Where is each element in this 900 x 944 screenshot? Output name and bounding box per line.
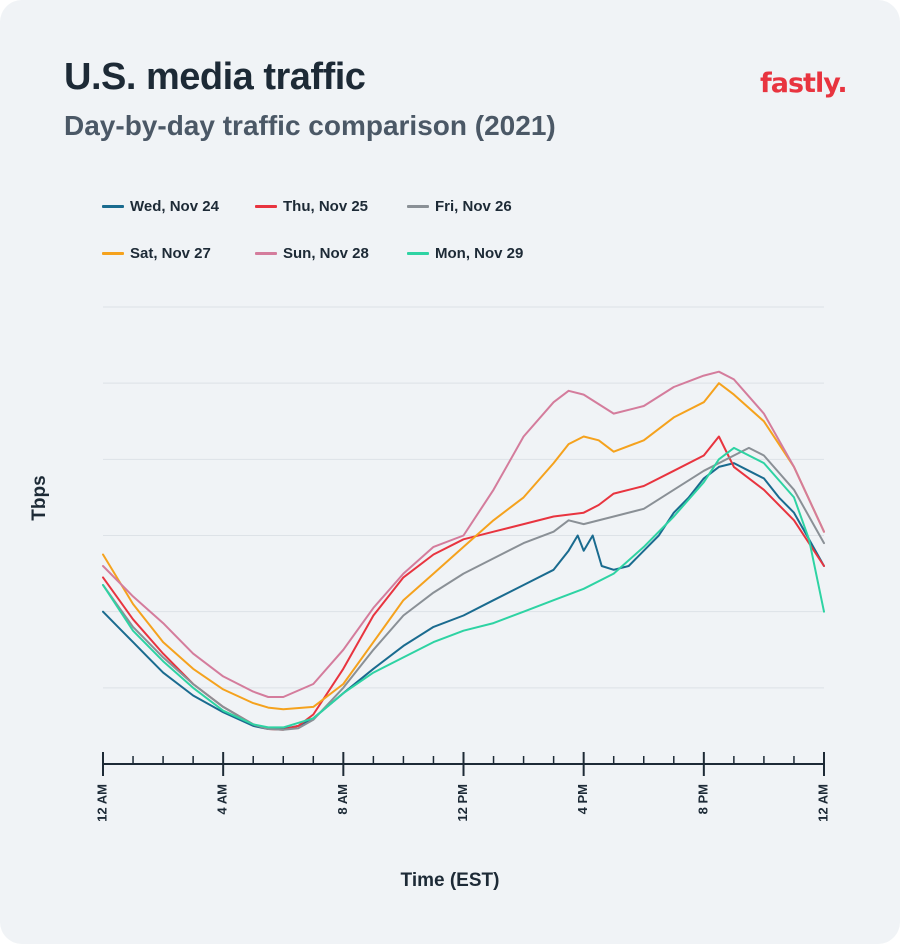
x-tick-label-5: 8 PM: [695, 784, 710, 814]
x-tick-label-1: 4 AM: [215, 784, 230, 815]
x-tick-label-2: 8 AM: [335, 784, 350, 815]
fastly-logo: fastly.: [760, 68, 848, 99]
x-axis: 12 AM 4 AM 8 AM 12 PM 4 PM 8 PM 12 AM: [94, 752, 830, 822]
legend-item-fri: Fri, Nov 26: [407, 196, 512, 216]
y-axis-label: Tbps: [29, 475, 50, 521]
legend-label-mon: Mon, Nov 29: [435, 244, 524, 262]
legend-swatch-fri: [407, 204, 429, 208]
legend-item-sun: Sun, Nov 28: [255, 243, 369, 263]
legend-item-thu: Thu, Nov 25: [255, 196, 368, 216]
legend-label-fri: Fri, Nov 26: [435, 197, 512, 215]
series-line-mon: [102, 446, 825, 729]
legend-swatch-wed: [102, 204, 124, 208]
legend-item-sat: Sat, Nov 27: [102, 243, 211, 263]
legend-swatch-sat: [102, 251, 124, 255]
legend-swatch-sun: [255, 251, 277, 255]
legend-swatch-mon: [407, 251, 429, 255]
series-lines: [102, 370, 825, 731]
series-line-sat: [102, 382, 825, 711]
legend-swatch-thu: [255, 204, 277, 208]
legend-item-mon: Mon, Nov 29: [407, 243, 523, 263]
chart-title: U.S. media traffic: [64, 56, 366, 98]
gridlines: [103, 306, 824, 689]
series-line-wed: [102, 462, 825, 730]
legend-label-sun: Sun, Nov 28: [283, 244, 369, 262]
legend-item-wed: Wed, Nov 24: [102, 196, 219, 216]
x-tick-label-4: 4 PM: [575, 784, 590, 814]
series-line-sun: [102, 370, 825, 698]
legend-label-sat: Sat, Nov 27: [130, 244, 211, 262]
series-line-thu: [102, 435, 825, 731]
x-tick-label-0: 12 AM: [94, 784, 109, 822]
legend-label-wed: Wed, Nov 24: [130, 197, 219, 215]
chart-subtitle: Day-by-day traffic comparison (2021): [64, 110, 556, 141]
x-tick-label-3: 12 PM: [455, 784, 470, 822]
legend-label-thu: Thu, Nov 25: [283, 197, 369, 215]
x-axis-label: Time (EST): [400, 870, 500, 891]
x-tick-label-6: 12 AM: [815, 784, 830, 822]
